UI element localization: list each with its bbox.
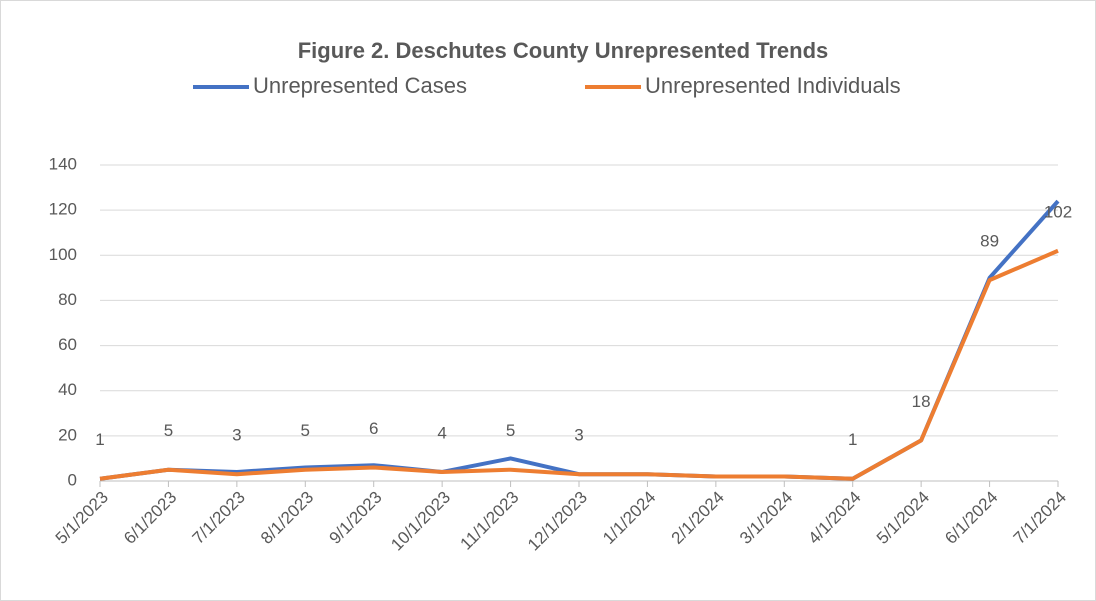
data-label: 6 bbox=[369, 419, 378, 438]
y-tick-label: 0 bbox=[68, 470, 77, 489]
y-tick-label: 100 bbox=[49, 245, 77, 264]
data-label: 89 bbox=[980, 232, 999, 251]
y-tick-label: 60 bbox=[58, 335, 77, 354]
data-label: 102 bbox=[1044, 202, 1072, 221]
data-label: 5 bbox=[164, 421, 173, 440]
data-label: 3 bbox=[574, 426, 583, 445]
data-label: 5 bbox=[506, 421, 515, 440]
data-label: 5 bbox=[301, 421, 310, 440]
chart-title: Figure 2. Deschutes County Unrepresented… bbox=[298, 38, 829, 63]
legend-label: Unrepresented Cases bbox=[253, 73, 467, 98]
y-tick-label: 40 bbox=[58, 380, 77, 399]
y-tick-label: 140 bbox=[49, 154, 77, 173]
series-line bbox=[99, 248, 1059, 481]
data-label: 1 bbox=[95, 430, 104, 449]
data-label: 1 bbox=[848, 430, 857, 449]
data-label: 4 bbox=[437, 423, 446, 442]
data-label: 18 bbox=[912, 392, 931, 411]
data-label: 3 bbox=[232, 426, 241, 445]
y-tick-label: 20 bbox=[58, 425, 77, 444]
legend-label: Unrepresented Individuals bbox=[645, 73, 901, 98]
y-tick-label: 80 bbox=[58, 290, 77, 309]
y-tick-label: 120 bbox=[49, 200, 77, 219]
